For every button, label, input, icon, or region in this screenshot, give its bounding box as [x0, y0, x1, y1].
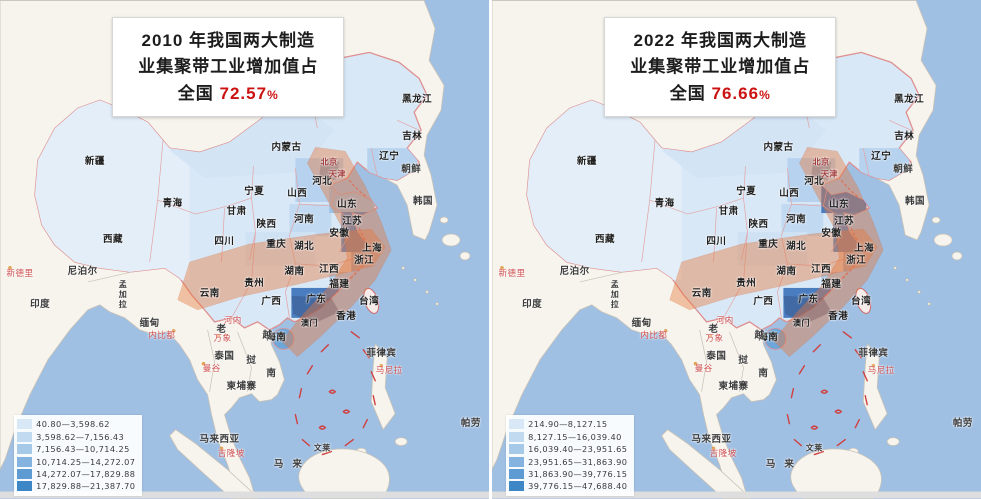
legend-row: 23,951.65—31,863.90: [509, 455, 627, 467]
title-line-1: 2022 年我国两大制造: [633, 30, 808, 50]
legend-swatch: [509, 456, 525, 467]
legend-range: 8,127.15—16,039.40: [528, 431, 622, 442]
legend-range: 17,829.88—21,387.70: [36, 481, 136, 492]
title-line-3: 全国 76.66%: [611, 81, 829, 107]
legend-2010: 40.80—3,598.62 3,598.62—7,156.43 7,156.43—…: [14, 415, 143, 496]
legend-range: 31,863.90—39,776.15: [528, 468, 628, 479]
legend-row: 14,272.07—17,829.88: [17, 468, 135, 480]
legend-row: 8,127.15—16,039.40: [509, 431, 627, 443]
legend-range: 23,951.65—31,863.90: [528, 456, 628, 467]
legend-row: 16,039.40—23,951.65: [509, 443, 627, 455]
title-prefix: 全国: [177, 83, 220, 103]
percent-sign: %: [759, 87, 771, 102]
title-box-2010: 2010 年我国两大制造 业集聚带工业增加值占 全国 72.57%: [112, 16, 345, 117]
legend-range: 10,714.25—14,272.07: [36, 456, 136, 467]
title-prefix: 全国: [669, 83, 712, 103]
title-line-3: 全国 72.57%: [119, 81, 337, 107]
legend-range: 14,272.07—17,829.88: [36, 468, 136, 479]
legend-swatch: [509, 419, 525, 430]
legend-range: 16,039.40—23,951.65: [528, 444, 628, 455]
legend-swatch: [509, 444, 525, 455]
legend-swatch: [17, 444, 33, 455]
legend-2022: 214.90—8,127.15 8,127.15—16,039.40 16,039.…: [506, 415, 635, 496]
legend-swatch: [17, 419, 33, 430]
percentage-value-2022: 76.66: [711, 83, 760, 103]
legend-swatch: [17, 481, 33, 492]
legend-row: 3,598.62—7,156.43: [17, 431, 135, 443]
percentage-value-2010: 72.57: [219, 83, 268, 103]
title-line-1: 2010 年我国两大制造: [141, 30, 316, 50]
legend-range: 39,776.15—47,688.40: [528, 481, 628, 492]
legend-range: 3,598.62—7,156.43: [36, 431, 125, 442]
legend-swatch: [17, 431, 33, 442]
title-line-2: 业集聚带工业增加值占: [138, 57, 319, 77]
legend-range: 214.90—8,127.15: [528, 419, 608, 430]
legend-swatch: [509, 431, 525, 442]
legend-range: 7,156.43—10,714.25: [36, 444, 130, 455]
legend-row: 17,829.88—21,387.70: [17, 480, 135, 492]
legend-swatch: [509, 468, 525, 479]
legend-swatch: [17, 468, 33, 479]
legend-row: 39,776.15—47,688.40: [509, 480, 627, 492]
title-line-2: 业集聚带工业增加值占: [630, 57, 811, 77]
legend-swatch: [509, 481, 525, 492]
map-panel-2010: 新疆 青海 西藏 甘肃 内蒙古 宁夏 陕西 山西 河北 北京 天津 山东 河南 辽宁 吉林 黑龙江 四川 重庆 湖北…: [0, 0, 489, 499]
legend-row: 7,156.43—10,714.25: [17, 443, 135, 455]
title-box-2022: 2022 年我国两大制造 业集聚带工业增加值占 全国 76.66%: [604, 16, 837, 117]
legend-range: 40.80—3,598.62: [36, 419, 110, 430]
map-panel-2022: 新疆 青海 西藏 甘肃 内蒙古 宁夏 陕西 山西 河北 北京 天津 山东 河南 辽宁 吉林 黑龙江 四川 重庆 湖北…: [492, 0, 981, 499]
percent-sign: %: [267, 87, 279, 102]
legend-row: 40.80—3,598.62: [17, 418, 135, 430]
legend-swatch: [17, 456, 33, 467]
legend-row: 10,714.25—14,272.07: [17, 455, 135, 467]
legend-row: 31,863.90—39,776.15: [509, 468, 627, 480]
legend-row: 214.90—8,127.15: [509, 418, 627, 430]
